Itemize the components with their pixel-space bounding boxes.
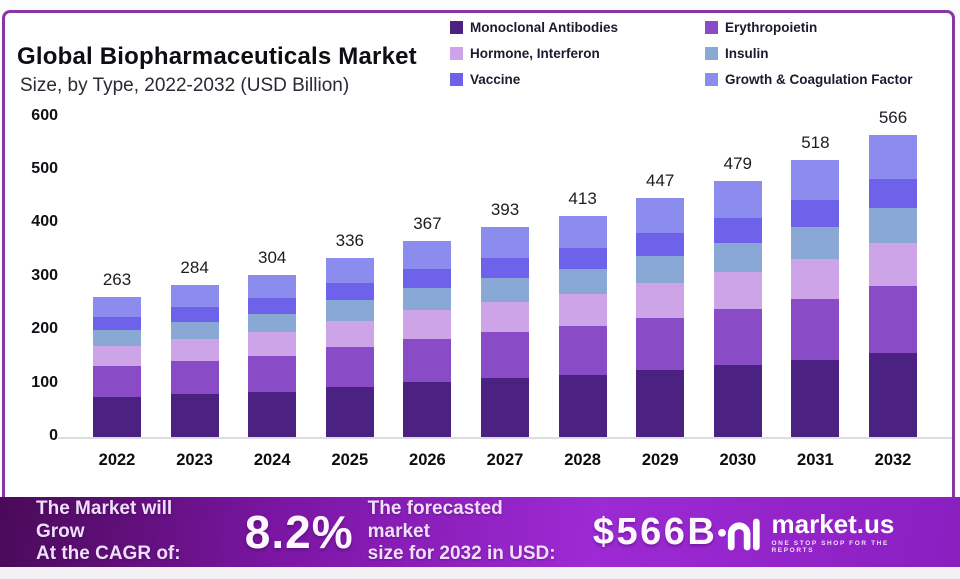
legend-item-vaccine: Vaccine: [450, 72, 705, 87]
market-us-logo-icon: [718, 518, 761, 551]
cagr-caption-line2: At the CAGR of:: [36, 543, 181, 565]
forecast-value: $566B: [592, 510, 718, 553]
legend-item-erythropoietin: Erythropoietin: [705, 20, 913, 35]
cagr-caption-line1: The Market will Grow: [36, 498, 173, 542]
legend-label: Insulin: [725, 45, 769, 61]
legend-swatch-icon: [450, 72, 463, 86]
legend-swatch-icon: [450, 20, 463, 34]
market-us-logo: market.us ONE STOP SHOP FOR THE REPORTS: [717, 511, 932, 554]
legend-label: Erythropoietin: [725, 19, 818, 35]
legend-label: Vaccine: [470, 71, 521, 87]
legend-item-hormone-interferon: Hormone, Interferon: [450, 46, 705, 61]
page-background-strip: [0, 0, 960, 10]
cagr-caption: The Market will Grow At the CAGR of:: [36, 498, 223, 565]
chart-subtitle: Size, by Type, 2022-2032 (USD Billion): [20, 75, 350, 96]
legend-swatch-icon: [705, 20, 718, 34]
legend-item-insulin: Insulin: [705, 46, 913, 61]
forecast-caption-line2: size for 2032 in USD:: [367, 543, 556, 565]
cagr-value: 8.2%: [244, 506, 354, 558]
chart-title: Global Biopharmaceuticals Market: [17, 43, 417, 70]
footer-banner: The Market will Grow At the CAGR of: 8.2…: [0, 497, 960, 567]
legend-swatch-icon: [450, 46, 463, 60]
forecast-caption-line1: The forecasted market: [367, 498, 503, 542]
page-background-strip-bottom: [0, 567, 960, 579]
legend-swatch-icon: [705, 72, 718, 86]
chart-legend: Monoclonal Antibodies Erythropoietin Hormo…: [450, 14, 913, 92]
brand-tagline: ONE STOP SHOP FOR THE REPORTS: [771, 539, 889, 554]
brand-name: market.us: [771, 508, 895, 539]
legend-swatch-icon: [705, 46, 718, 60]
legend-label: Growth & Coagulation Factor: [725, 71, 913, 87]
forecast-caption: The forecasted market size for 2032 in U…: [368, 498, 567, 565]
legend-label: Hormone, Interferon: [470, 45, 600, 61]
legend-label: Monoclonal Antibodies: [470, 19, 618, 35]
legend-item-monoclonal-antibodies: Monoclonal Antibodies: [450, 20, 705, 35]
legend-item-growth-coagulation-factor: Growth & Coagulation Factor: [705, 72, 913, 87]
